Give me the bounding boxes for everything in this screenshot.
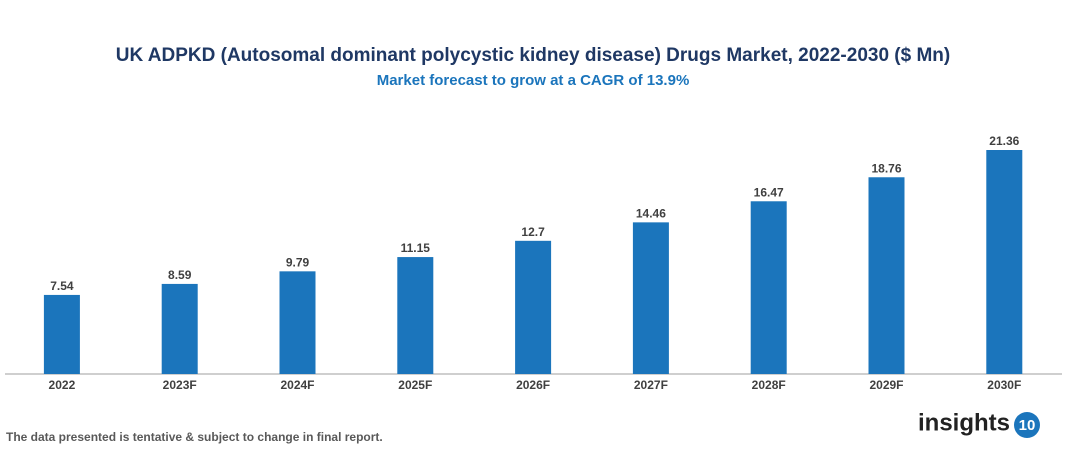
logo-badge-text: 10 bbox=[1019, 417, 1036, 434]
x-tick-label: 2026F bbox=[516, 378, 550, 392]
bar bbox=[43, 294, 80, 374]
logo-text: insights bbox=[918, 409, 1010, 436]
value-label: 8.59 bbox=[168, 268, 192, 282]
bar bbox=[750, 201, 787, 374]
chart-title: UK ADPKD (Autosomal dominant polycystic … bbox=[116, 45, 950, 66]
value-label: 9.79 bbox=[286, 256, 310, 270]
value-label: 14.46 bbox=[636, 207, 666, 221]
value-label: 16.47 bbox=[754, 185, 784, 199]
x-tick-label: 2028F bbox=[752, 378, 786, 392]
value-label: 18.76 bbox=[871, 161, 901, 175]
footnote: The data presented is tentative & subjec… bbox=[6, 430, 383, 444]
bar bbox=[515, 240, 552, 374]
bar bbox=[161, 283, 198, 374]
x-tick-label: 2022 bbox=[49, 378, 76, 392]
bar bbox=[632, 222, 669, 374]
x-tick-label: 2023F bbox=[163, 378, 197, 392]
value-label: 7.54 bbox=[50, 279, 74, 293]
chart-subtitle: Market forecast to grow at a CAGR of 13.… bbox=[377, 72, 690, 89]
value-label: 21.36 bbox=[989, 134, 1019, 148]
bar bbox=[868, 177, 905, 374]
logo-badge bbox=[1014, 412, 1040, 438]
bar bbox=[986, 150, 1023, 374]
x-tick-label: 2025F bbox=[398, 378, 432, 392]
x-tick-label: 2027F bbox=[634, 378, 668, 392]
x-tick-label: 2024F bbox=[280, 378, 314, 392]
bar bbox=[279, 271, 316, 374]
bar bbox=[397, 257, 434, 374]
x-tick-label: 2030F bbox=[987, 378, 1021, 392]
x-tick-label: 2029F bbox=[869, 378, 903, 392]
value-label: 12.7 bbox=[521, 225, 545, 239]
value-label: 11.15 bbox=[401, 241, 431, 255]
